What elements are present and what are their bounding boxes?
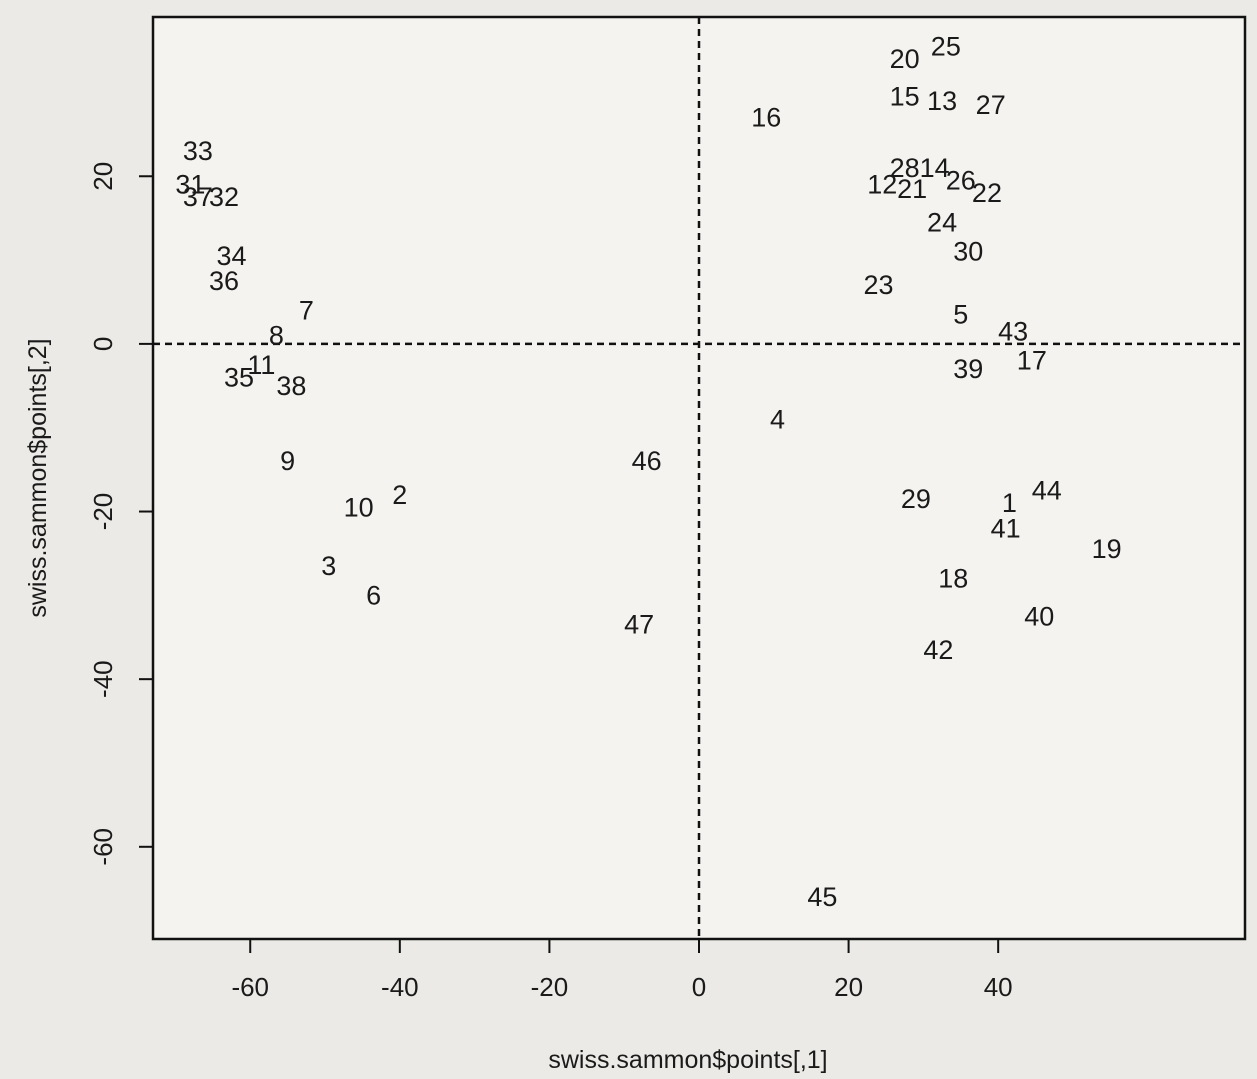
- point-label-36: 36: [209, 266, 239, 296]
- point-label-47: 47: [624, 610, 654, 640]
- point-label-5: 5: [953, 300, 968, 330]
- x-tick-label: -20: [531, 972, 569, 1002]
- point-label-32: 32: [209, 182, 239, 212]
- point-label-44: 44: [1032, 476, 1062, 506]
- point-label-17: 17: [1017, 346, 1047, 376]
- point-label-30: 30: [953, 237, 983, 267]
- y-axis: -60 -40 -20 0 20: [88, 162, 154, 866]
- point-label-23: 23: [863, 270, 893, 300]
- point-label-24: 24: [927, 207, 957, 237]
- x-tick-label: 0: [692, 972, 706, 1002]
- point-label-45: 45: [807, 882, 837, 912]
- y-tick-label: -60: [88, 828, 118, 866]
- x-axis-label: swiss.sammon$points[,1]: [548, 1046, 827, 1074]
- point-label-18: 18: [938, 564, 968, 594]
- point-label-41: 41: [991, 513, 1021, 543]
- point-label-26: 26: [946, 165, 976, 195]
- point-label-22: 22: [972, 178, 1002, 208]
- point-label-37: 37: [183, 182, 213, 212]
- point-label-14: 14: [920, 153, 950, 183]
- point-label-35: 35: [224, 362, 254, 392]
- point-label-40: 40: [1024, 601, 1054, 631]
- point-label-2: 2: [392, 480, 407, 510]
- reference-lines: [153, 17, 1245, 939]
- point-label-46: 46: [632, 446, 662, 476]
- y-tick-label: 20: [88, 162, 118, 191]
- point-label-12: 12: [867, 170, 897, 200]
- point-label-31: 31: [175, 170, 205, 200]
- x-tick-label: -40: [381, 972, 419, 1002]
- point-label-6: 6: [366, 580, 381, 610]
- point-label-19: 19: [1092, 534, 1122, 564]
- point-label-34: 34: [217, 241, 247, 271]
- point-label-29: 29: [901, 484, 931, 514]
- point-label-1: 1: [1002, 488, 1017, 518]
- y-tick-label: -20: [88, 493, 118, 531]
- x-tick-label: -60: [231, 972, 269, 1002]
- point-label-3: 3: [321, 551, 336, 581]
- point-label-27: 27: [976, 90, 1006, 120]
- point-label-28: 28: [890, 153, 920, 183]
- x-axis: -60 -40 -20 0 20 40: [231, 938, 1013, 1002]
- x-tick-label: 20: [834, 972, 863, 1002]
- y-axis-label: swiss.sammon$points[,2]: [24, 338, 52, 617]
- point-label-21: 21: [897, 174, 927, 204]
- point-label-25: 25: [931, 31, 961, 61]
- point-label-33: 33: [183, 136, 213, 166]
- point-label-7: 7: [299, 295, 314, 325]
- x-tick-label: 40: [984, 972, 1013, 1002]
- point-label-9: 9: [280, 446, 295, 476]
- point-label-11: 11: [247, 350, 275, 380]
- point-label-39: 39: [953, 354, 983, 384]
- point-label-20: 20: [890, 44, 920, 74]
- y-tick-label: -40: [88, 660, 118, 698]
- point-label-13: 13: [927, 86, 957, 116]
- point-label-10: 10: [344, 492, 374, 522]
- point-label-8: 8: [269, 321, 284, 351]
- point-label-43: 43: [998, 316, 1028, 346]
- point-label-4: 4: [770, 404, 785, 434]
- y-tick-label: 0: [88, 337, 118, 351]
- point-label-38: 38: [276, 371, 306, 401]
- point-label-16: 16: [751, 103, 781, 133]
- point-label-42: 42: [923, 635, 953, 665]
- point-label-15: 15: [890, 82, 920, 112]
